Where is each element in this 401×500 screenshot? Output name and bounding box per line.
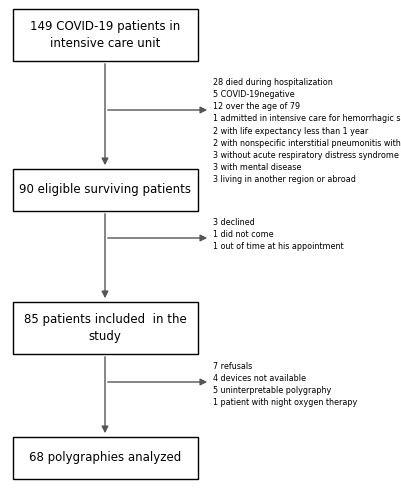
- Text: 3 declined
1 did not come
1 out of time at his appointment: 3 declined 1 did not come 1 out of time …: [213, 218, 344, 252]
- Bar: [12, 302, 198, 354]
- Text: 90 eligible surviving patients: 90 eligible surviving patients: [19, 184, 191, 196]
- Bar: [12, 9, 198, 61]
- Bar: [12, 169, 198, 211]
- Text: 7 refusals
4 devices not available
5 uninterpretable polygraphy
1 patient with n: 7 refusals 4 devices not available 5 uni…: [213, 362, 357, 408]
- Text: 85 patients included  in the
study: 85 patients included in the study: [24, 313, 186, 343]
- Text: 68 polygraphies analyzed: 68 polygraphies analyzed: [29, 452, 181, 464]
- Bar: [12, 437, 198, 479]
- Text: 149 COVID-19 patients in
intensive care unit: 149 COVID-19 patients in intensive care …: [30, 20, 180, 50]
- Text: 28 died during hospitalization
5 COVID-19negative
12 over the age of 79
1 admitt: 28 died during hospitalization 5 COVID-1…: [213, 78, 401, 184]
